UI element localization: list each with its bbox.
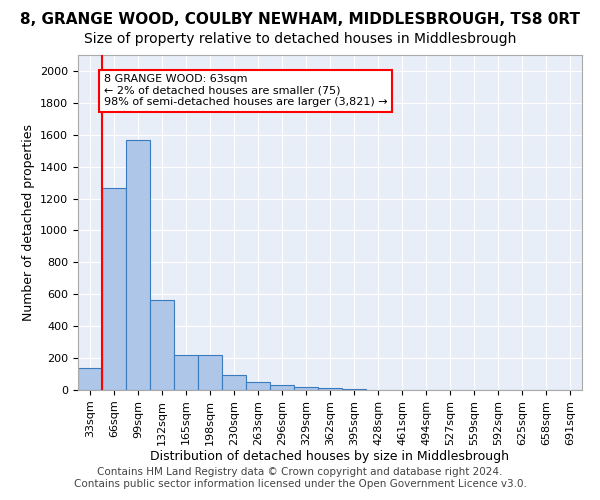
Bar — [102, 188, 126, 390]
Bar — [294, 387, 318, 390]
Y-axis label: Number of detached properties: Number of detached properties — [22, 124, 35, 321]
Bar — [126, 140, 150, 390]
Bar — [174, 355, 198, 390]
Bar — [270, 385, 294, 390]
Bar — [78, 368, 102, 390]
Bar — [198, 355, 222, 390]
Text: Contains HM Land Registry data © Crown copyright and database right 2024.
Contai: Contains HM Land Registry data © Crown c… — [74, 468, 526, 489]
Bar — [246, 382, 270, 390]
Bar — [342, 389, 366, 390]
Text: 8, GRANGE WOOD, COULBY NEWHAM, MIDDLESBROUGH, TS8 0RT: 8, GRANGE WOOD, COULBY NEWHAM, MIDDLESBR… — [20, 12, 580, 28]
Bar — [150, 300, 174, 390]
Text: 8 GRANGE WOOD: 63sqm
← 2% of detached houses are smaller (75)
98% of semi-detach: 8 GRANGE WOOD: 63sqm ← 2% of detached ho… — [104, 74, 388, 108]
Text: Size of property relative to detached houses in Middlesbrough: Size of property relative to detached ho… — [84, 32, 516, 46]
Bar — [318, 388, 342, 390]
Bar — [222, 375, 246, 390]
X-axis label: Distribution of detached houses by size in Middlesbrough: Distribution of detached houses by size … — [151, 450, 509, 464]
